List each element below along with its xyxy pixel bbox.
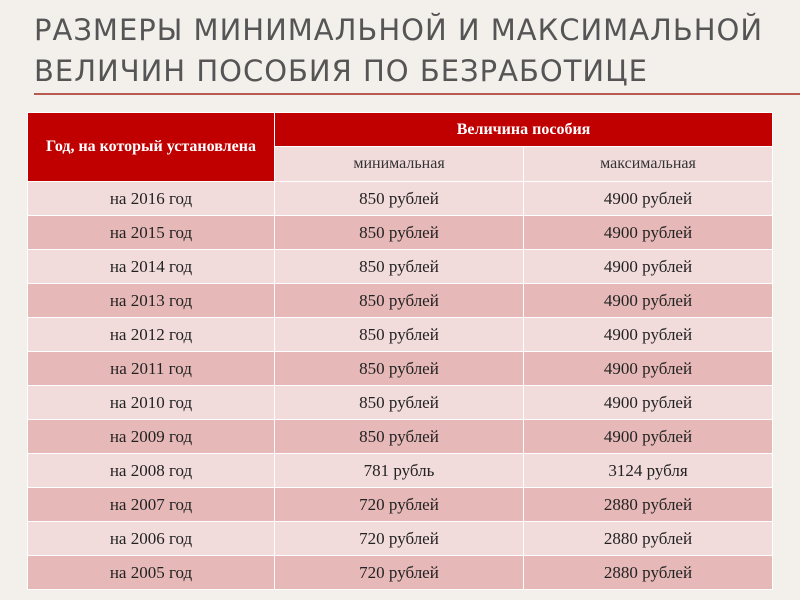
- cell-max: 2880 рублей: [523, 555, 773, 590]
- table-row: на 2007 год 720 рублей 2880 рублей: [27, 487, 773, 522]
- table-row: на 2010 год 850 рублей 4900 рублей: [27, 385, 773, 420]
- cell-year: на 2007 год: [27, 487, 275, 522]
- cell-year: на 2010 год: [27, 385, 275, 420]
- cell-min: 850 рублей: [274, 249, 524, 284]
- cell-max: 2880 рублей: [523, 487, 773, 522]
- slide-title: РАЗМЕРЫ МИНИМАЛЬНОЙ И МАКСИМАЛЬНОЙ ВЕЛИЧ…: [34, 13, 764, 88]
- cell-year: на 2005 год: [27, 555, 275, 590]
- table-row: на 2015 год 850 рублей 4900 рублей: [27, 215, 773, 250]
- cell-max: 4900 рублей: [523, 351, 773, 386]
- table-row: на 2009 год 850 рублей 4900 рублей: [27, 419, 773, 454]
- cell-min: 850 рублей: [274, 351, 524, 386]
- cell-max: 4900 рублей: [523, 215, 773, 250]
- header-max: максимальная: [523, 146, 773, 182]
- cell-max: 2880 рублей: [523, 521, 773, 556]
- cell-min: 850 рублей: [274, 317, 524, 352]
- cell-min: 850 рублей: [274, 283, 524, 318]
- cell-max: 4900 рублей: [523, 419, 773, 454]
- table-row: на 2006 год 720 рублей 2880 рублей: [27, 521, 773, 556]
- cell-min: 720 рублей: [274, 555, 524, 590]
- cell-min: 850 рублей: [274, 215, 524, 250]
- cell-min: 781 рубль: [274, 453, 524, 488]
- header-min: минимальная: [274, 146, 524, 182]
- table-row: на 2012 год 850 рублей 4900 рублей: [27, 317, 773, 352]
- cell-year: на 2011 год: [27, 351, 275, 386]
- cell-year: на 2013 год: [27, 283, 275, 318]
- cell-max: 4900 рублей: [523, 385, 773, 420]
- table-row: на 2005 год 720 рублей 2880 рублей: [27, 555, 773, 590]
- cell-year: на 2014 год: [27, 249, 275, 284]
- header-amount: Величина пособия: [274, 112, 773, 147]
- cell-year: на 2012 год: [27, 317, 275, 352]
- cell-max: 4900 рублей: [523, 181, 773, 216]
- cell-max: 4900 рублей: [523, 317, 773, 352]
- cell-max: 3124 рубля: [523, 453, 773, 488]
- cell-max: 4900 рублей: [523, 249, 773, 284]
- cell-max: 4900 рублей: [523, 283, 773, 318]
- cell-year: на 2008 год: [27, 453, 275, 488]
- cell-min: 720 рублей: [274, 487, 524, 522]
- benefit-table: Год, на который установлена Величина пос…: [27, 112, 773, 590]
- table-row: на 2011 год 850 рублей 4900 рублей: [27, 351, 773, 386]
- header-year: Год, на который установлена: [27, 112, 275, 182]
- table-row: на 2014 год 850 рублей 4900 рублей: [27, 249, 773, 284]
- cell-year: на 2009 год: [27, 419, 275, 454]
- table-row: на 2016 год 850 рублей 4900 рублей: [27, 181, 773, 216]
- cell-min: 850 рублей: [274, 181, 524, 216]
- title-underline: [34, 93, 800, 95]
- cell-year: на 2016 год: [27, 181, 275, 216]
- cell-min: 850 рублей: [274, 419, 524, 454]
- cell-min: 720 рублей: [274, 521, 524, 556]
- cell-year: на 2006 год: [27, 521, 275, 556]
- cell-min: 850 рублей: [274, 385, 524, 420]
- table-row: на 2013 год 850 рублей 4900 рублей: [27, 283, 773, 318]
- cell-year: на 2015 год: [27, 215, 275, 250]
- table-row: на 2008 год 781 рубль 3124 рубля: [27, 453, 773, 488]
